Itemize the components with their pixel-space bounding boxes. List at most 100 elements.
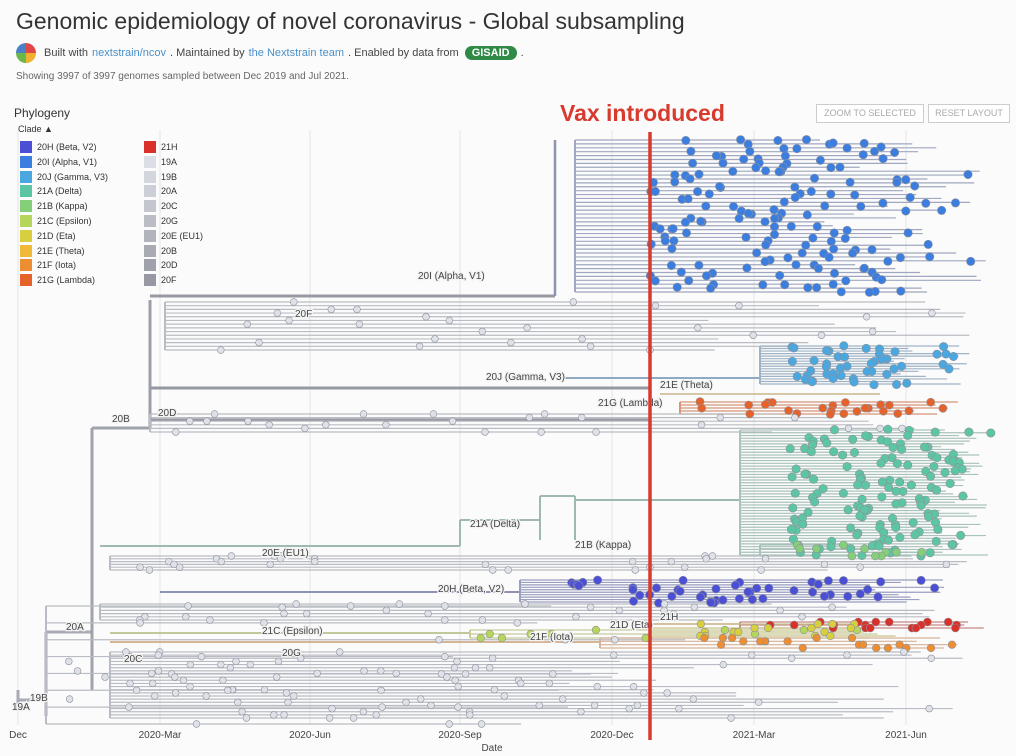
tip-node[interactable] (739, 154, 749, 164)
tip-node[interactable] (758, 280, 768, 290)
tip-node[interactable] (667, 557, 675, 566)
tip-node[interactable] (302, 609, 311, 618)
tip-node[interactable] (635, 590, 645, 600)
tip-node[interactable] (206, 616, 214, 624)
tip-node[interactable] (822, 438, 832, 448)
tip-node[interactable] (784, 406, 793, 415)
tip-node[interactable] (783, 637, 792, 646)
tip-node[interactable] (876, 458, 886, 468)
tip-node[interactable] (843, 591, 853, 601)
tip-node[interactable] (877, 492, 887, 502)
tip-node[interactable] (901, 206, 911, 216)
tip-node[interactable] (826, 236, 836, 246)
tip-node[interactable] (750, 623, 759, 633)
tip-node[interactable] (933, 524, 943, 534)
tip-node[interactable] (704, 189, 714, 199)
tip-node[interactable] (226, 663, 235, 672)
tip-node[interactable] (774, 167, 784, 177)
tip-node[interactable] (828, 279, 838, 289)
zoom-to-selected-button[interactable]: ZOOM TO SELECTED (816, 104, 924, 123)
tip-node[interactable] (454, 703, 462, 711)
tip-node[interactable] (846, 544, 856, 554)
tip-node[interactable] (775, 270, 785, 280)
tip-node[interactable] (569, 298, 577, 306)
tip-node[interactable] (828, 603, 836, 611)
tip-node[interactable] (676, 267, 686, 277)
tip-node[interactable] (891, 522, 901, 532)
tip-node[interactable] (429, 410, 438, 418)
tip-node[interactable] (839, 540, 848, 550)
tip-node[interactable] (285, 316, 293, 325)
tip-node[interactable] (686, 146, 696, 156)
tip-node[interactable] (895, 532, 905, 542)
tip-node[interactable] (945, 478, 955, 488)
tip-node[interactable] (840, 352, 850, 362)
tip-node[interactable] (966, 256, 976, 266)
tip-node[interactable] (695, 592, 705, 602)
tip-node[interactable] (757, 566, 765, 574)
tip-node[interactable] (818, 484, 828, 494)
tip-node[interactable] (441, 652, 449, 661)
tip-node[interactable] (891, 499, 901, 509)
tip-node[interactable] (921, 198, 931, 208)
tip-node[interactable] (382, 421, 390, 429)
tip-node[interactable] (883, 535, 893, 545)
tip-node[interactable] (940, 467, 950, 477)
tip-node[interactable] (863, 585, 873, 595)
tip-node[interactable] (154, 651, 163, 659)
tip-node[interactable] (787, 472, 797, 482)
tip-node[interactable] (660, 236, 670, 246)
tip-node[interactable] (803, 283, 813, 293)
tip-node[interactable] (878, 198, 888, 208)
tip-node[interactable] (792, 144, 802, 154)
tip-node[interactable] (260, 619, 268, 627)
tip-node[interactable] (574, 581, 584, 591)
tip-node[interactable] (716, 413, 724, 422)
tip-node[interactable] (779, 197, 789, 207)
tip-node[interactable] (172, 428, 180, 436)
tip-node[interactable] (764, 583, 774, 593)
tip-node[interactable] (734, 627, 743, 637)
tip-node[interactable] (898, 424, 906, 433)
legend-item[interactable]: 20C (144, 200, 178, 213)
tip-node[interactable] (445, 720, 453, 728)
tip-node[interactable] (650, 276, 660, 286)
tip-node[interactable] (126, 679, 134, 688)
tip-node[interactable] (311, 557, 319, 566)
tip-node[interactable] (865, 623, 875, 633)
tip-node[interactable] (696, 216, 706, 226)
tip-node[interactable] (242, 714, 251, 722)
tip-node[interactable] (101, 673, 109, 681)
tip-node[interactable] (986, 428, 996, 438)
tip-node[interactable] (669, 236, 679, 246)
tip-node[interactable] (790, 182, 800, 192)
tip-node[interactable] (798, 613, 806, 621)
tip-node[interactable] (377, 667, 385, 675)
tip-node[interactable] (651, 302, 660, 310)
tip-node[interactable] (504, 566, 512, 574)
tip-node[interactable] (951, 623, 960, 633)
tip-node[interactable] (217, 346, 225, 354)
tip-node[interactable] (734, 594, 744, 604)
tip-node[interactable] (877, 477, 887, 487)
tip-node[interactable] (871, 617, 881, 627)
tip-node[interactable] (739, 637, 748, 646)
tip-node[interactable] (785, 444, 795, 454)
tip-node[interactable] (431, 335, 439, 343)
legend-item[interactable]: 19A (144, 155, 177, 168)
tip-node[interactable] (274, 657, 283, 666)
tip-node[interactable] (382, 606, 391, 615)
tip-node[interactable] (678, 575, 688, 585)
tip-node[interactable] (943, 617, 953, 627)
tip-node[interactable] (795, 544, 805, 554)
tip-node[interactable] (874, 541, 884, 551)
legend-item[interactable]: 20A (144, 185, 177, 198)
tip-node[interactable] (667, 244, 677, 254)
tip-node[interactable] (829, 268, 839, 278)
tip-node[interactable] (869, 146, 879, 156)
tip-node[interactable] (786, 221, 796, 231)
tip-node[interactable] (895, 253, 905, 263)
tip-node[interactable] (760, 400, 770, 409)
tip-node[interactable] (148, 669, 156, 678)
tip-node[interactable] (947, 640, 957, 649)
